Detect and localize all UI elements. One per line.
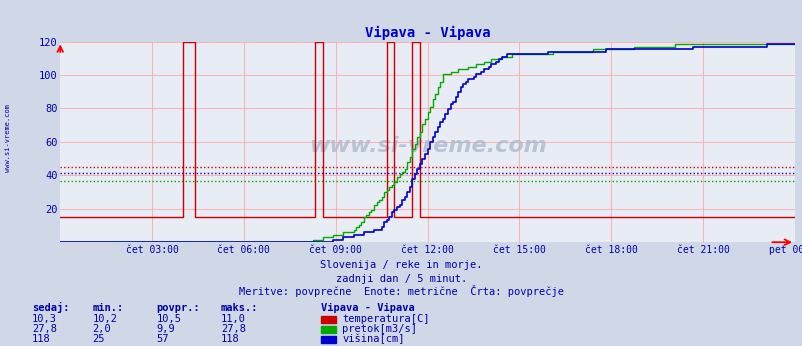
Text: 2,0: 2,0 [92, 324, 111, 334]
Text: 10,3: 10,3 [32, 315, 57, 325]
Text: 118: 118 [221, 334, 239, 344]
Text: 10,2: 10,2 [92, 315, 117, 325]
Text: www.si-vreme.com: www.si-vreme.com [308, 136, 546, 156]
Text: min.:: min.: [92, 303, 124, 313]
Text: povpr.:: povpr.: [156, 303, 200, 313]
Text: pretok[m3/s]: pretok[m3/s] [342, 324, 416, 334]
Text: sedaj:: sedaj: [32, 302, 70, 313]
Text: 27,8: 27,8 [32, 324, 57, 334]
Text: 57: 57 [156, 334, 169, 344]
Text: Slovenija / reke in morje.: Slovenija / reke in morje. [320, 260, 482, 270]
Title: Vipava - Vipava: Vipava - Vipava [364, 26, 490, 40]
Text: 10,5: 10,5 [156, 315, 181, 325]
Text: temperatura[C]: temperatura[C] [342, 315, 429, 325]
Text: Meritve: povprečne  Enote: metrične  Črta: povprečje: Meritve: povprečne Enote: metrične Črta:… [239, 285, 563, 297]
Text: www.si-vreme.com: www.si-vreme.com [5, 104, 11, 172]
Text: 11,0: 11,0 [221, 315, 245, 325]
Text: 27,8: 27,8 [221, 324, 245, 334]
Text: Vipava - Vipava: Vipava - Vipava [321, 303, 415, 313]
Text: 9,9: 9,9 [156, 324, 175, 334]
Text: 25: 25 [92, 334, 105, 344]
Text: zadnji dan / 5 minut.: zadnji dan / 5 minut. [335, 274, 467, 284]
Text: 118: 118 [32, 334, 51, 344]
Text: višina[cm]: višina[cm] [342, 334, 404, 344]
Text: maks.:: maks.: [221, 303, 258, 313]
